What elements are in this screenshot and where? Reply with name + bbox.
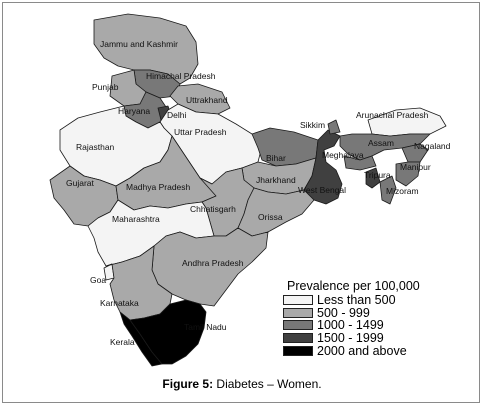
label-gujarat: Gujarat — [66, 178, 95, 188]
label-goa: Goa — [90, 275, 106, 285]
label-mizoram: Mizoram — [386, 186, 419, 196]
legend-swatch — [283, 345, 313, 356]
label-orissa: Orissa — [258, 212, 283, 222]
label-chhattisgarh: Chhatisgarh — [190, 204, 236, 214]
label-karnataka: Karnataka — [100, 298, 139, 308]
legend-title: Prevalence per 100,000 — [287, 279, 420, 293]
legend-item: 1000 - 1499 — [283, 318, 453, 333]
label-west-bengal: West Bengal — [298, 185, 346, 195]
label-rajasthan: Rajasthan — [76, 142, 115, 152]
figure-caption: Figure 5: Diabetes – Women. — [0, 377, 484, 391]
label-maharashtra: Maharashtra — [112, 214, 160, 224]
label-assam: Assam — [368, 138, 394, 148]
legend-label: Less than 500 — [317, 293, 396, 308]
label-delhi: Delhi — [167, 110, 186, 120]
label-tamil-nadu: Tamil Nadu — [184, 322, 227, 332]
region-meghalaya — [343, 155, 377, 171]
label-jharkhand: Jharkhand — [256, 175, 296, 185]
legend-swatch — [283, 333, 313, 344]
region-manipur — [395, 161, 421, 187]
legend-item: 500 - 999 — [283, 305, 453, 320]
region-sikkim — [327, 119, 341, 135]
label-kerala: Kerala — [110, 337, 135, 347]
legend-label: 500 - 999 — [317, 305, 370, 320]
legend-item: 2000 and above — [283, 343, 453, 358]
map-legend: Prevalence per 100,000 Less than 500 500… — [283, 279, 453, 358]
label-jammu-kashmir: Jammu and Kashmir — [100, 39, 178, 49]
label-nagaland: Nagaland — [414, 141, 451, 151]
legend-label: 1000 - 1499 — [317, 318, 384, 333]
label-arunachal-pradesh: Arunachal Pradesh — [356, 110, 429, 120]
legend-item: 1500 - 1999 — [283, 331, 453, 346]
region-tripura — [365, 167, 381, 189]
figure-frame — [2, 2, 480, 403]
label-haryana: Haryana — [118, 106, 150, 116]
region-nagaland — [401, 143, 429, 163]
region-tamil-nadu — [129, 299, 207, 365]
region-west-bengal — [303, 129, 343, 205]
legend-swatch — [283, 320, 313, 331]
legend-label: 1500 - 1999 — [317, 331, 384, 346]
legend-swatch — [283, 307, 313, 318]
region-mizoram — [379, 175, 397, 205]
label-uttar-pradesh: Uttar Pradesh — [174, 127, 227, 137]
label-sikkim: Sikkim — [300, 120, 325, 130]
legend-swatch — [283, 295, 313, 306]
legend-label: 2000 and above — [317, 343, 407, 358]
caption-text: Diabetes – Women. — [213, 377, 322, 391]
label-madhya-pradesh: Madhya Pradesh — [126, 182, 191, 192]
caption-prefix: Figure 5: — [162, 377, 214, 391]
label-uttarakhand: Uttrakhand — [186, 95, 228, 105]
label-manipur: Manipur — [400, 162, 431, 172]
label-meghalaya: Meghalaya — [322, 150, 364, 160]
label-tripura: Tripura — [364, 170, 391, 180]
legend-item: Less than 500 — [283, 293, 453, 308]
label-himachal-pradesh: Himachal Pradesh — [146, 71, 216, 81]
region-andhra-pradesh — [151, 227, 269, 307]
label-punjab: Punjab — [92, 82, 119, 92]
label-andhra-pradesh: Andhra Pradesh — [182, 258, 244, 268]
label-bihar: Bihar — [266, 153, 286, 163]
